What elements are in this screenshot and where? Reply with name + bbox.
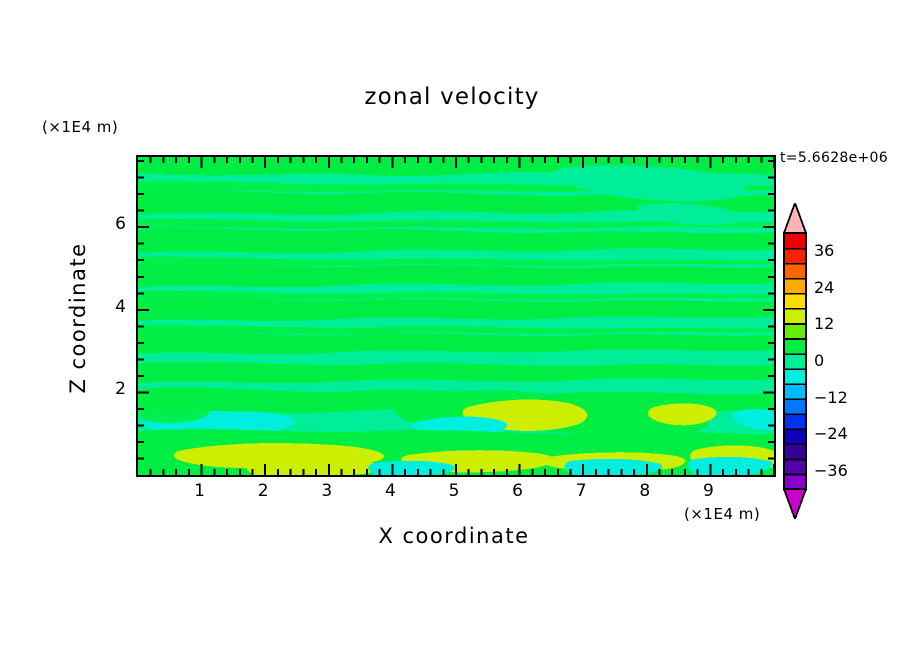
x-tick-label: 3: [321, 481, 333, 501]
x-tick-label: 1: [194, 481, 205, 501]
y-tick-label: 4: [115, 296, 126, 317]
x-tick-label: 8: [639, 481, 651, 501]
y-axis-unit-label: (×1E4 m): [42, 118, 119, 136]
x-tick-label: 6: [512, 481, 523, 501]
page-title: zonal velocity: [364, 84, 540, 110]
y-tick-label: 2: [115, 379, 126, 400]
x-tick-label: 7: [575, 481, 587, 501]
x-axis-unit-label: (×1E4 m): [684, 505, 761, 523]
axis-ticks: [138, 157, 774, 475]
colorbar-graphic: [782, 200, 808, 522]
y-axis-title: Z coordinate: [66, 242, 90, 394]
x-tick-label: 5: [448, 481, 460, 501]
y-tick-label: 6: [115, 214, 126, 235]
x-tick-label: 9: [702, 481, 714, 501]
contour-field: [138, 157, 774, 475]
colorbar-tick-label: 0: [814, 351, 825, 370]
colorbar-tick-label: 12: [814, 314, 835, 334]
x-tick-label: 2: [257, 481, 269, 501]
colorbar-tick-label: 24: [814, 277, 835, 297]
time-annotation: t=5.6628e+06: [780, 150, 888, 166]
colorbar-tick-label: −12: [814, 387, 848, 407]
x-tick-label: 4: [384, 481, 396, 501]
colorbar[interactable]: 36 24 12 0 −12 −24 −36: [778, 200, 848, 522]
colorbar-tick-label: −36: [814, 460, 848, 480]
contour-plot-area[interactable]: [136, 155, 776, 477]
colorbar-tick-label: −24: [814, 424, 848, 444]
x-axis-title: X coordinate: [378, 524, 530, 548]
colorbar-tick-label: 36: [814, 241, 835, 261]
